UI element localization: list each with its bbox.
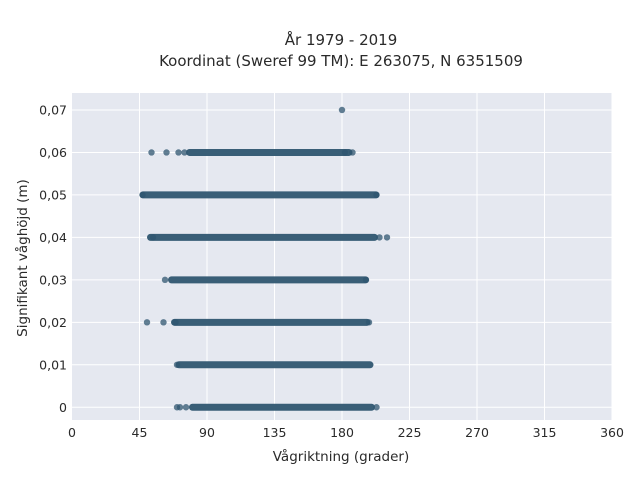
data-point bbox=[182, 404, 190, 411]
x-tick-label: 270 bbox=[465, 425, 489, 440]
data-point bbox=[139, 191, 146, 199]
x-tick-label: 135 bbox=[263, 425, 287, 440]
y-axis-ticks: 0 0,01 0,02 0,03 0,04 0,05 0,06 0,07 bbox=[39, 102, 67, 414]
data-band bbox=[168, 276, 369, 284]
data-point bbox=[173, 361, 181, 368]
x-tick-label: 180 bbox=[330, 425, 354, 440]
data-band bbox=[175, 361, 374, 369]
y-tick-label: 0,04 bbox=[39, 230, 67, 245]
data-point bbox=[163, 149, 170, 156]
data-point bbox=[176, 404, 184, 411]
data-point bbox=[338, 106, 346, 114]
y-tick-label: 0,07 bbox=[39, 102, 67, 117]
data-point bbox=[376, 234, 383, 241]
data-point bbox=[365, 319, 373, 326]
x-tick-label: 0 bbox=[68, 425, 76, 440]
x-axis-title: Vågriktning (grader) bbox=[273, 448, 410, 465]
data-point bbox=[181, 149, 188, 156]
y-tick-label: 0,06 bbox=[39, 145, 67, 160]
data-point bbox=[349, 149, 356, 156]
data-points bbox=[139, 106, 391, 411]
data-band bbox=[139, 191, 380, 199]
y-tick-label: 0,05 bbox=[39, 187, 67, 202]
data-point bbox=[148, 149, 155, 156]
x-tick-label: 360 bbox=[600, 425, 624, 440]
data-band bbox=[171, 318, 371, 326]
data-point bbox=[373, 191, 380, 199]
data-point bbox=[175, 149, 182, 156]
y-tick-label: 0,01 bbox=[39, 357, 67, 372]
x-axis-ticks: 0 45 90 135 180 225 270 315 360 bbox=[68, 425, 624, 440]
x-tick-label: 315 bbox=[533, 425, 557, 440]
data-point bbox=[362, 276, 370, 284]
data-band bbox=[147, 233, 378, 241]
x-tick-label: 225 bbox=[398, 425, 422, 440]
data-point bbox=[161, 276, 169, 284]
y-tick-label: 0,03 bbox=[39, 272, 67, 287]
data-bands bbox=[139, 148, 380, 411]
chart-title-line1: År 1979 - 2019 bbox=[285, 30, 398, 49]
data-point bbox=[341, 149, 349, 156]
x-tick-label: 45 bbox=[132, 425, 148, 440]
data-band bbox=[186, 148, 353, 156]
data-point bbox=[149, 234, 157, 241]
data-point bbox=[383, 234, 391, 241]
data-point bbox=[172, 319, 179, 326]
y-tick-label: 0,02 bbox=[39, 315, 67, 330]
y-tick-label: 0 bbox=[59, 400, 67, 415]
data-band bbox=[189, 403, 375, 411]
chart-title-line2: Koordinat (Sweref 99 TM): E 263075, N 63… bbox=[159, 52, 523, 70]
y-axis-title: Signifikant våghöjd (m) bbox=[14, 179, 31, 337]
data-point bbox=[160, 319, 167, 326]
data-point bbox=[143, 319, 151, 326]
data-point bbox=[373, 404, 380, 411]
x-tick-label: 90 bbox=[199, 425, 215, 440]
